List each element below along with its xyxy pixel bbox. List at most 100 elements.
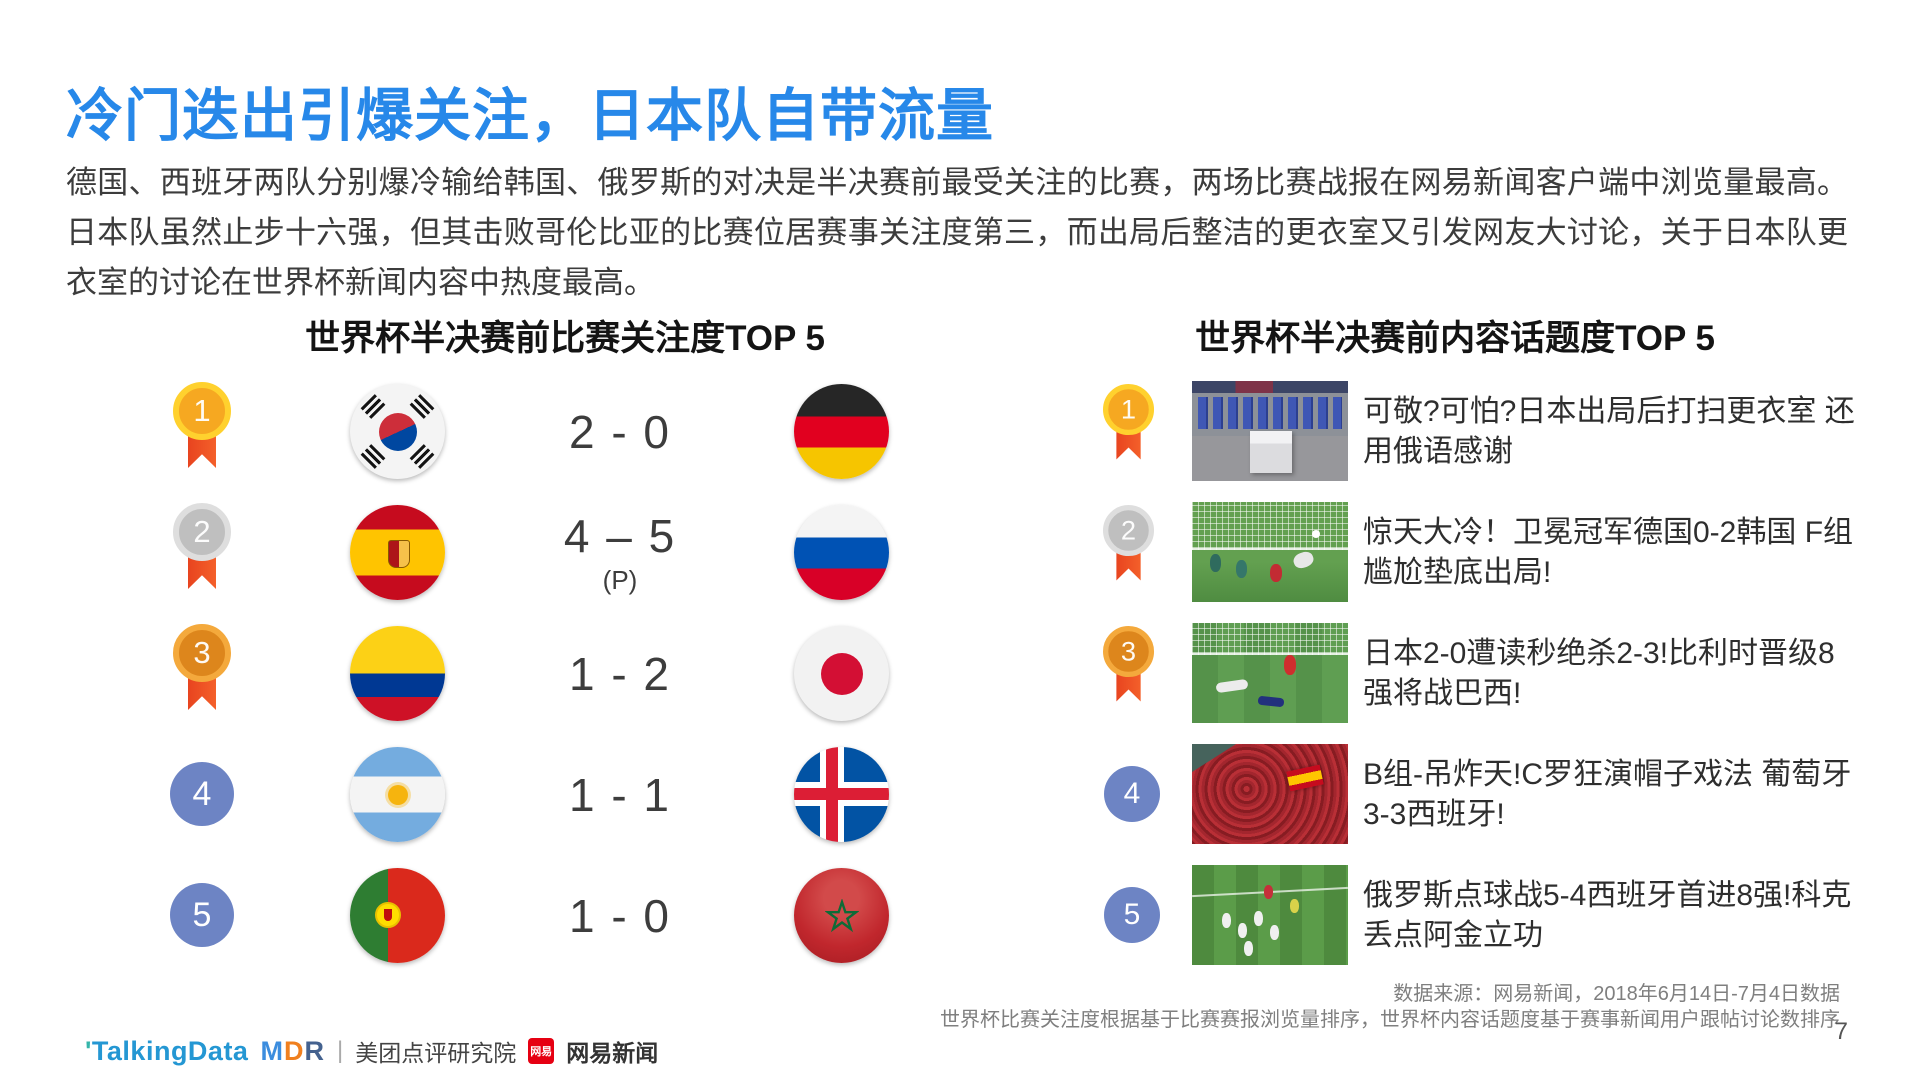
locker-seats <box>1198 397 1342 429</box>
referee-figure <box>1290 899 1299 913</box>
logo-divider: | <box>336 1037 344 1064</box>
rank-circle: 4 <box>170 762 234 826</box>
goal-net <box>1192 623 1348 655</box>
bronze-medal-icon: 3 <box>173 624 231 724</box>
argentina-sun-icon <box>387 784 408 805</box>
rank-circle: 5 <box>1104 887 1160 943</box>
data-source-line2: 世界杯比赛关注度根据基于比赛赛报浏览量排序，世界杯内容话题度基于赛事新闻用户跟帖… <box>940 1009 1840 1031</box>
locker-table <box>1250 431 1292 473</box>
mdr-letter-r: R <box>304 1035 325 1066</box>
right-panel-header: 世界杯半决赛前内容话题度TOP 5 <box>1195 319 1715 358</box>
news-row-1: 1 可敬?可怕?日本出局后打扫更衣室 还用俄语感谢 <box>0 371 1921 492</box>
penalty-note: (P) <box>602 565 638 595</box>
score-value: 1 - 0 <box>568 889 672 942</box>
rank-number: 4 <box>192 774 212 813</box>
south-korea-flag-icon <box>350 384 445 479</box>
player-figure <box>1222 913 1231 928</box>
gold-medal-icon: 1 <box>173 382 231 482</box>
news-row-3: 3 日本2-0遭读秒绝杀2-3!比利时晋级8强将战巴西! <box>0 613 1921 734</box>
headline-text: 惊天大冷！卫冕冠军德国0-2韩国 F组尴尬垫底出局! <box>1363 515 1854 589</box>
page-title: 冷门迭出引爆关注，日本队自带流量 <box>66 84 994 148</box>
talkingdata-quote-icon: ' <box>85 1035 92 1066</box>
match-score: 2 - 0 <box>520 371 720 492</box>
player-figure <box>1284 655 1296 675</box>
player-figure <box>1210 554 1221 572</box>
score-value: 1 - 2 <box>568 647 672 700</box>
japan-belgium-heartbreak-photo <box>1192 623 1348 723</box>
rank-number: 1 <box>193 393 211 428</box>
news-headline: B组-吊炸天!C罗狂演帽子戏法 葡萄牙3-3西班牙! <box>1363 734 1855 855</box>
colombia-flag-icon <box>350 626 445 721</box>
headline-text: 俄罗斯点球战5-4西班牙首进8强!科克丢点阿金立功 <box>1363 878 1852 952</box>
match-row-5: 5 1 - 0 <box>0 855 1921 976</box>
talkingdata-logo-text: TalkingData <box>91 1035 249 1066</box>
headline-text: B组-吊炸天!C罗狂演帽子戏法 葡萄牙3-3西班牙! <box>1363 757 1852 831</box>
portugal-spain-fans-photo <box>1192 744 1348 844</box>
headline-text: 日本2-0遭读秒绝杀2-3!比利时晋级8强将战巴西! <box>1363 636 1835 710</box>
spain-flag-icon <box>350 505 445 600</box>
news-row-2: 2 惊天大冷！卫冕冠军德国0-2韩国 F组尴尬垫底出局! <box>0 492 1921 613</box>
argentina-flag-icon <box>350 747 445 842</box>
russia-flag-icon <box>794 505 889 600</box>
spain-crest-icon <box>387 539 410 568</box>
rank-number: 3 <box>1120 635 1137 667</box>
match-score: 4 – 5 (P) <box>520 492 720 613</box>
match-score: 1 - 2 <box>520 613 720 734</box>
match-row-2: 2 4 – 5 (P) <box>0 492 1921 613</box>
gold-medal-icon: 1 <box>1103 384 1155 472</box>
goal-net <box>1192 502 1348 550</box>
netease-badge-icon: 网易 <box>528 1038 555 1064</box>
ball <box>1312 530 1320 538</box>
goalkeeper-figure <box>1291 549 1316 571</box>
talkingdata-logo: 'TalkingData <box>85 1036 248 1067</box>
rank-circle: 4 <box>1104 766 1160 822</box>
rank-number: 2 <box>1120 514 1137 546</box>
rank-number: 4 <box>1123 777 1141 810</box>
data-source-note: 数据来源：网易新闻，2018年6月14日-7月4日数据 世界杯比赛关注度根据基于… <box>940 981 1840 1033</box>
news-row-4: 4 B组-吊炸天!C罗狂演帽子戏法 葡萄牙3-3西班牙! <box>0 734 1921 855</box>
match-score: 1 - 0 <box>520 855 720 976</box>
news-headline: 可敬?可怕?日本出局后打扫更衣室 还用俄语感谢 <box>1363 371 1855 492</box>
silver-medal-icon: 2 <box>1103 505 1155 593</box>
mdr-logo: MDR <box>260 1036 325 1067</box>
rank-number: 5 <box>1123 898 1141 931</box>
netease-news-logo-text: 网易新闻 <box>566 1040 659 1066</box>
rank-number: 3 <box>193 635 211 670</box>
news-headline: 日本2-0遭读秒绝杀2-3!比利时晋级8强将战巴西! <box>1363 613 1855 734</box>
player-figure <box>1236 560 1247 578</box>
footer-logos: 'TalkingData MDR | 美团点评研究院 网易 网易新闻 <box>85 1034 658 1068</box>
mdr-letter-d: D <box>283 1035 305 1066</box>
mdr-letter-m: M <box>260 1035 284 1066</box>
news-headline: 惊天大冷！卫冕冠军德国0-2韩国 F组尴尬垫底出局! <box>1363 492 1855 613</box>
japan-flag-icon <box>794 626 889 721</box>
score-value: 2 - 0 <box>568 405 672 458</box>
player-figure <box>1238 923 1247 938</box>
page-number: 7 <box>1834 1018 1848 1045</box>
player-figure <box>1264 885 1273 899</box>
rank-circle: 5 <box>170 883 234 947</box>
locker-banner <box>1192 381 1348 393</box>
match-row-1: 1 2 - 0 <box>0 371 1921 492</box>
player-figure <box>1270 925 1279 940</box>
player-figure <box>1244 941 1253 956</box>
match-row-3: 3 1 - 2 <box>0 613 1921 734</box>
morocco-flag-icon <box>794 868 889 963</box>
germany-korea-goal-photo <box>1192 502 1348 602</box>
score-value: 4 – 5 <box>563 510 677 562</box>
player-figure <box>1254 911 1263 926</box>
goalkeeper-figure <box>1215 678 1249 694</box>
germany-flag-icon <box>794 384 889 479</box>
score-value: 1 - 1 <box>568 768 672 821</box>
match-score: 1 - 1 <box>520 734 720 855</box>
data-source-line1: 数据来源：网易新闻，2018年6月14日-7月4日数据 <box>1393 983 1840 1005</box>
russia-spain-celebration-photo <box>1192 865 1348 965</box>
stand-corner <box>1192 744 1236 772</box>
portugal-emblem-icon <box>375 902 401 928</box>
news-headline: 俄罗斯点球战5-4西班牙首进8强!科克丢点阿金立功 <box>1363 855 1855 976</box>
bronze-medal-icon: 3 <box>1103 626 1155 714</box>
japan-sun-icon <box>820 652 863 695</box>
japan-locker-room-photo <box>1192 381 1348 481</box>
silver-medal-icon: 2 <box>173 503 231 603</box>
rank-number: 1 <box>1120 393 1137 425</box>
